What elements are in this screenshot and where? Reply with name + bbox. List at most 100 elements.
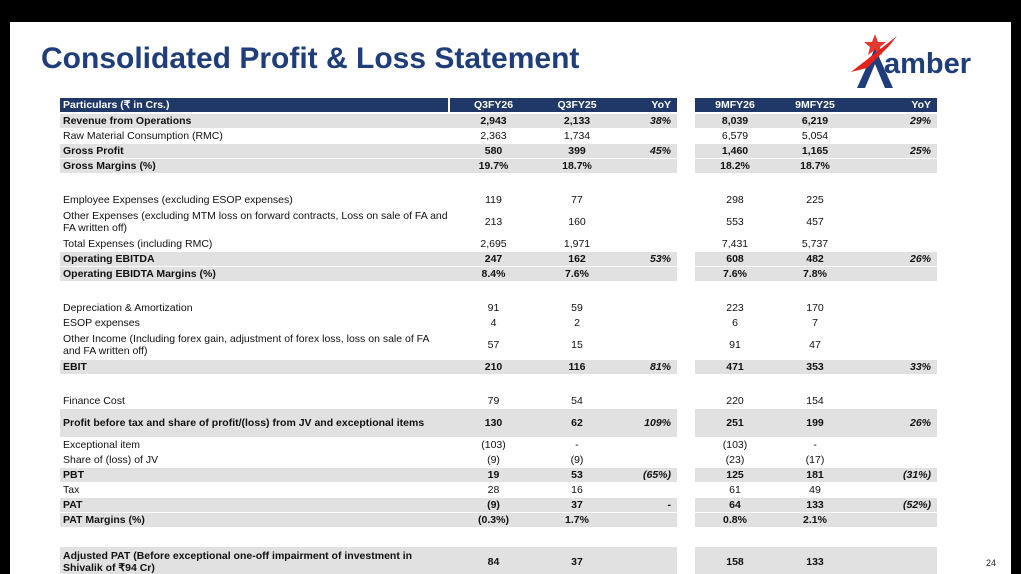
row-value: 18.2% [720, 160, 750, 172]
header-col-1: Q3FY26 [450, 98, 537, 112]
row-value: 7.8% [803, 268, 827, 280]
row-value [617, 438, 677, 452]
header-col-5: 9MFY25 [775, 98, 855, 112]
row-label: Gross Profit [63, 145, 124, 157]
row-label: Revenue from Operations [63, 115, 192, 127]
row-value: 1,460 [721, 145, 749, 157]
row-value: 49 [809, 484, 821, 496]
row-value: - [667, 499, 672, 511]
row-value: 482 [806, 253, 824, 265]
table-row: Operating EBIDTA Margins (%) 8.4% 7.6% 7.6%… [10, 267, 1011, 281]
row-label: Other Expenses (excluding MTM loss on fo… [63, 210, 448, 234]
row-value [450, 375, 537, 393]
row-value [617, 208, 677, 236]
row-value: 26% [909, 253, 931, 265]
row-value: 62 [571, 417, 583, 429]
row-value: 45% [649, 145, 671, 157]
row-value [775, 282, 855, 300]
row-value: 47 [809, 339, 821, 351]
row-value [855, 547, 937, 574]
row-value [617, 193, 677, 207]
row-value [537, 282, 617, 300]
row-value: 19 [487, 469, 500, 481]
row-value: 5,737 [801, 238, 829, 250]
table-spacer-row [10, 528, 1011, 546]
row-value: 116 [568, 361, 586, 373]
row-value: 37 [571, 499, 583, 511]
row-value: 580 [484, 145, 503, 157]
row-value: 84 [487, 556, 500, 568]
row-value: 2 [574, 317, 580, 329]
row-value: 28 [487, 484, 500, 496]
row-value: - [575, 439, 579, 451]
row-value: 61 [729, 484, 741, 496]
table-row: Share of (loss) of JV (9) (9) (23) (17) [10, 453, 1011, 467]
row-value [855, 267, 937, 281]
table-row: Finance Cost 79 54 220 154 [10, 394, 1011, 408]
row-value [855, 528, 937, 546]
row-value: 54 [571, 395, 583, 407]
table-row: PAT Margins (%) (0.3%) 1.7% 0.8% 2.1% [10, 513, 1011, 527]
row-value: 1,734 [563, 130, 591, 142]
row-value: 7 [812, 317, 818, 329]
row-label: Profit before tax and share of profit/(l… [63, 417, 425, 429]
row-label: ESOP expenses [63, 317, 140, 329]
row-value: 1,971 [563, 238, 591, 250]
row-value: 298 [726, 194, 744, 206]
row-value: 16 [571, 484, 583, 496]
row-label: PBT [63, 469, 84, 481]
row-value [695, 282, 775, 300]
row-label: PAT [63, 499, 83, 511]
row-value [617, 394, 677, 408]
table-row: PAT (9) 37 - 64 133 (52%) [10, 498, 1011, 512]
row-value: 399 [568, 145, 586, 157]
row-value: 53 [571, 469, 583, 481]
row-value: 247 [484, 253, 503, 265]
row-value: 37 [571, 556, 583, 568]
row-value [617, 528, 677, 546]
row-value [617, 316, 677, 330]
row-value: (9) [487, 499, 500, 511]
table-row: Exceptional item (103) - (103) - [10, 438, 1011, 452]
row-value [855, 483, 937, 497]
row-value: 125 [726, 469, 744, 481]
row-value [617, 301, 677, 315]
row-label: EBIT [63, 361, 87, 373]
row-value: 225 [806, 194, 824, 206]
row-value: 7,431 [721, 238, 749, 250]
row-value [617, 453, 677, 467]
row-value [617, 282, 677, 300]
row-value [450, 174, 537, 192]
row-label: Exceptional item [63, 439, 141, 451]
row-label: Adjusted PAT (Before exceptional one-off… [63, 550, 413, 574]
row-value: 133 [806, 556, 824, 568]
header-col-3: YoY [617, 98, 677, 112]
row-value: 38% [649, 115, 671, 127]
row-value: 6 [732, 317, 738, 329]
row-label: Employee Expenses (excluding ESOP expens… [63, 194, 293, 206]
row-value: 6,219 [801, 115, 829, 127]
row-value: 2,695 [480, 238, 507, 250]
row-label [60, 528, 448, 546]
row-value [775, 174, 855, 192]
row-value: 2.1% [803, 514, 827, 526]
row-label: PAT Margins (%) [63, 514, 145, 526]
row-value: 81% [649, 361, 671, 373]
header-col-2: Q3FY25 [537, 98, 617, 112]
row-value: 0.8% [723, 514, 747, 526]
row-value [855, 316, 937, 330]
row-value: 18.7% [800, 160, 830, 172]
row-value: 79 [487, 395, 500, 407]
row-value: 2,133 [563, 115, 591, 127]
row-label: Tax [63, 484, 80, 496]
row-value: - [813, 439, 817, 451]
row-value: (103) [481, 439, 506, 451]
table-row: Operating EBITDA 247 162 53% 608 482 26% [10, 252, 1011, 266]
table-spacer-row [10, 375, 1011, 393]
row-value: 18.7% [562, 160, 592, 172]
row-value: (9) [570, 454, 584, 466]
table-row: ESOP expenses 4 2 6 7 [10, 316, 1011, 330]
table-row: Revenue from Operations 2,943 2,133 38% 8,03… [10, 114, 1011, 128]
header-particulars: Particulars (₹ in Crs.) [60, 98, 448, 112]
page-title: Consolidated Profit & Loss Statement [41, 42, 580, 75]
